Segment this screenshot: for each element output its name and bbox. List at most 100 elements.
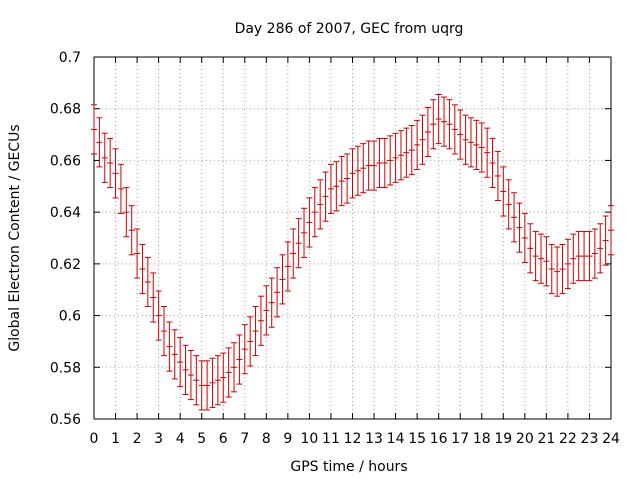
error-bar [317,179,324,230]
error-bar [241,324,248,375]
error-bar [128,205,135,256]
error-bar [559,243,566,295]
error-bar [171,329,178,380]
error-bar [414,119,421,170]
x-tick-label: 19 [494,431,512,447]
x-tick-label: 4 [176,431,185,447]
y-tick-label: 0.64 [50,205,81,221]
x-tick-label: 15 [408,431,426,447]
error-bar [177,337,184,388]
x-tick-label: 7 [240,431,249,447]
error-bar [301,207,308,258]
x-tick-label: 3 [154,431,163,447]
x-axis-label: GPS time / hours [290,459,407,475]
error-bar [424,106,431,158]
error-bar [101,132,108,183]
x-tick-label: 23 [581,431,599,447]
error-bar [430,99,437,150]
error-bar [575,231,582,282]
error-bar [193,355,200,406]
x-tick-labels: 0 1 2 3 4 5 6 7 8 9 10 11 12 13 14 15 16 17 18 19 20 21 22 23 24 [90,431,620,447]
y-tick-label: 0.66 [50,153,81,169]
error-bar [564,238,571,289]
error-bar [166,321,173,372]
error-bar [403,127,410,178]
error-bar [608,205,614,256]
x-tick-label: 0 [90,431,99,447]
y-tick-label: 0.62 [50,257,81,273]
error-bar [155,290,162,341]
error-bar [252,306,259,357]
error-bar [91,104,97,155]
x-tick-label: 1 [111,431,120,447]
error-bar [494,150,501,202]
error-bar [263,285,270,336]
y-tick-label: 0.68 [50,102,81,118]
error-bar [290,228,297,279]
error-bar [187,349,194,401]
error-bar [441,96,448,147]
x-tick-label: 12 [344,431,362,447]
y-tick-label: 0.58 [50,360,81,376]
x-tick-label: 13 [365,431,383,447]
error-bar [123,187,130,238]
error-bar [489,137,496,189]
error-bar [279,254,286,305]
error-bar [306,197,313,248]
error-bar [112,148,119,199]
error-bar [500,166,507,217]
error-bar [371,140,378,191]
error-bar [274,267,281,318]
x-tick-label: 2 [133,431,142,447]
error-bar [478,122,485,173]
x-tick-label: 22 [559,431,577,447]
error-bar [554,246,561,297]
error-bar [473,119,480,170]
error-bar [327,163,334,214]
error-bar [268,277,275,328]
error-bar [543,236,550,287]
error-bar [161,306,168,357]
error-bar [344,153,351,204]
error-bar [381,137,388,189]
error-bar [284,241,291,292]
error-bar [505,179,512,230]
error-bar [462,114,469,165]
error-bar [537,233,544,284]
error-bar [446,99,453,150]
error-bar [150,272,157,323]
error-bar [225,347,232,398]
error-bar [392,132,399,183]
x-tick-label: 21 [537,431,555,447]
error-bar [387,135,394,186]
y-tick-label: 0.56 [50,412,81,428]
error-bar [511,192,518,243]
error-bar [457,109,464,160]
error-bar [581,231,588,282]
error-bar [532,231,539,282]
error-bar [204,360,211,411]
error-bar [360,143,367,194]
x-tick-label: 10 [301,431,319,447]
error-bars [91,93,614,411]
error-bar [220,352,227,403]
x-tick-label: 5 [197,431,206,447]
error-bar [397,130,404,181]
error-bar [597,223,604,274]
x-tick-label: 17 [451,431,469,447]
x-tick-label: 16 [430,431,448,447]
error-bar [527,223,534,274]
error-bar [247,316,254,367]
error-bar [586,231,593,282]
error-bar [354,145,361,196]
error-bar [591,228,598,279]
x-tick-label: 24 [602,431,620,447]
error-bar [333,161,340,212]
error-bar [521,212,528,264]
error-bar [338,156,345,207]
error-bar [322,171,329,222]
x-tick-label: 18 [473,431,491,447]
x-tick-label: 14 [387,431,405,447]
error-bar [408,125,415,176]
error-bar [198,360,205,411]
